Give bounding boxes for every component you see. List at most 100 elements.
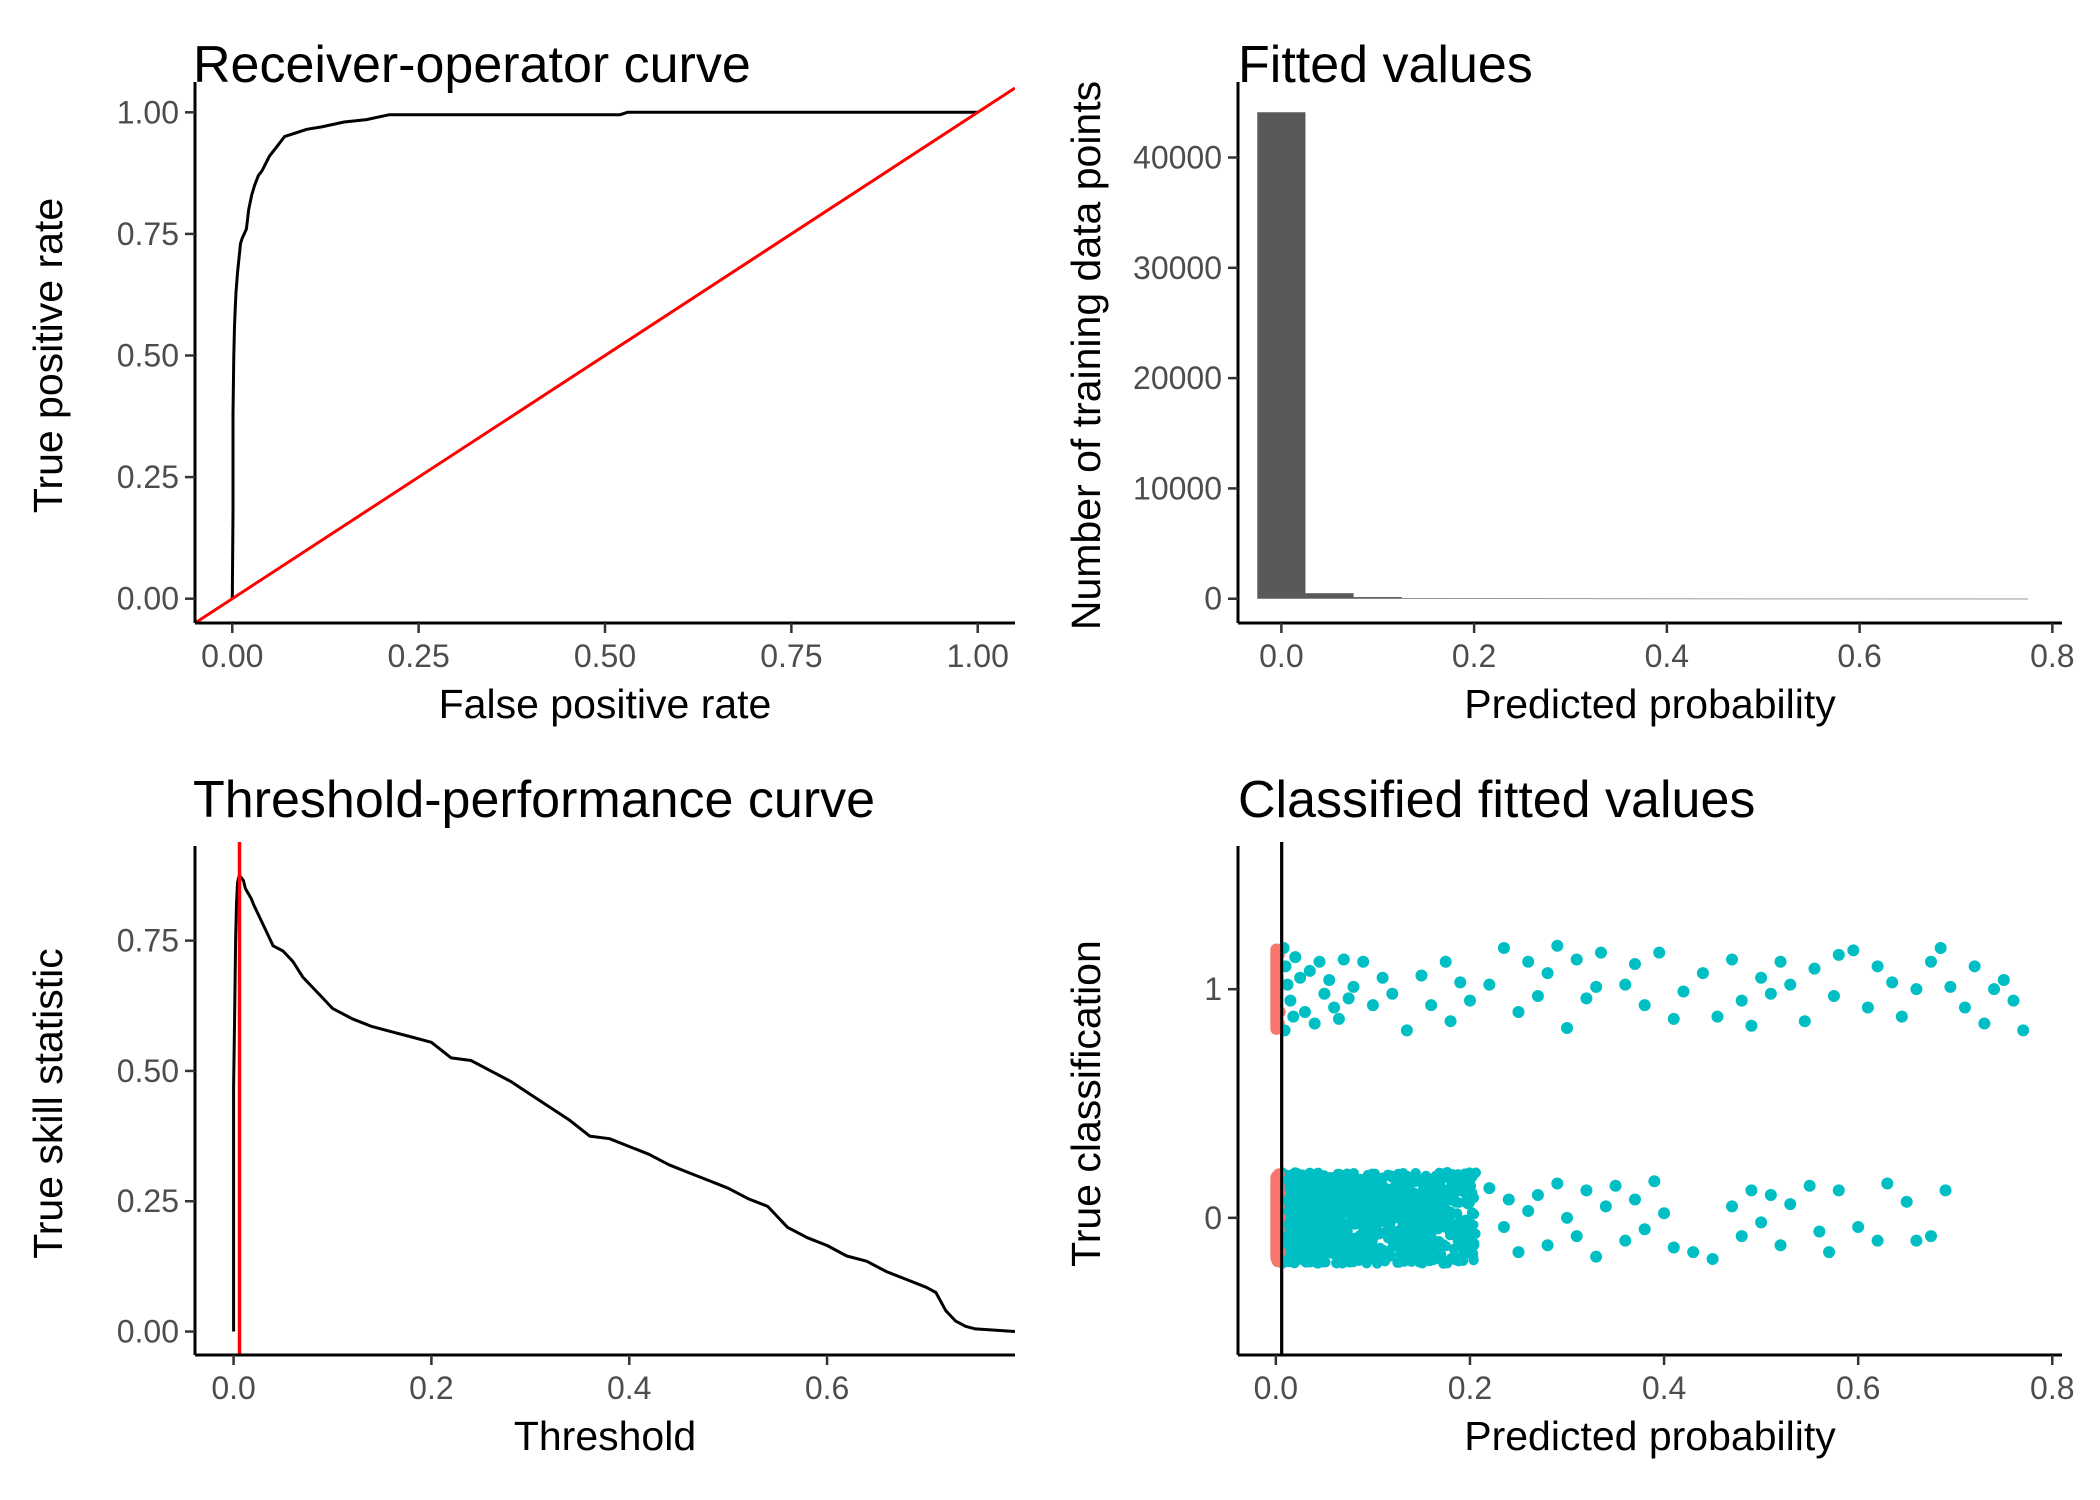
point-class0-dense [1402,1213,1414,1224]
point-above-threshold [1832,1184,1845,1197]
point-above-threshold [1599,1200,1612,1213]
point-above-threshold [1328,1001,1341,1014]
point-above-threshold [1653,946,1666,959]
point-class0-dense [1363,1196,1375,1208]
point-class0-dense [1416,1219,1428,1231]
series-line [232,874,1015,1333]
point-above-threshold [1376,971,1389,984]
point-class0-dense [1448,1195,1460,1207]
point-above-threshold [1570,953,1583,966]
point-class0-dense [1331,1257,1342,1269]
point-above-threshold [1813,1225,1826,1238]
point-class0-dense [1313,1207,1325,1219]
point-class0-dense [1320,1178,1332,1190]
point-above-threshold [1871,1234,1884,1247]
point-above-threshold [1924,955,1937,968]
point-class0-dense [1416,1228,1428,1239]
point-above-threshold [1755,971,1768,984]
point-class0-dense [1324,1228,1336,1239]
point-class0-dense [1369,1219,1380,1230]
point-class0-dense [1304,1239,1315,1251]
x-tick-label: 0.00 [201,638,263,674]
point-class0-dense [1396,1222,1408,1233]
point-above-threshold [1910,1234,1923,1247]
x-tick-label: 0.6 [1836,1370,1880,1406]
point-class0-dense [1288,1216,1299,1227]
histogram-bar [1980,598,2029,600]
point-above-threshold [1764,987,1777,1000]
point-above-threshold [1924,1230,1937,1243]
point-above-threshold [1774,955,1787,968]
point-above-threshold [1628,958,1641,971]
histogram-bar [1642,598,1691,600]
point-class0-dense [1425,1210,1437,1221]
point-above-threshold [1502,1193,1515,1206]
plot-area [1257,112,2029,600]
point-above-threshold [1774,1239,1787,1252]
fitted-values-panel: 0.0 0.2 0.4 0.6 0.8 0 10000 20000 30000 40000 Fitt… [1063,36,2075,727]
point-class0-dense [1353,1201,1365,1212]
x-tick-label: 0.4 [1642,1370,1686,1406]
point-above-threshold [1541,967,1554,980]
point-above-threshold [1939,1184,1952,1197]
y-tick-label: 0.75 [117,923,179,959]
point-above-threshold [1696,967,1709,980]
point-above-threshold [2017,1024,2030,1037]
point-above-threshold [1832,948,1845,961]
y-tick-label: 1 [1204,971,1222,1007]
point-above-threshold [1541,1239,1554,1252]
point-above-threshold [1997,974,2010,987]
histogram-bar [1401,598,1451,599]
point-class0-dense [1358,1211,1369,1223]
histogram-bar [1498,598,1547,600]
point-above-threshold [1803,1179,1816,1192]
chart-title: Fitted values [1238,36,1533,94]
point-class0-dense [1416,1241,1428,1253]
point-class0-dense [1416,1189,1427,1200]
point-above-threshold [1594,946,1607,959]
histogram-bar [1594,598,1643,600]
y-tick-label: 0.25 [117,459,179,495]
point-class0-dense [1438,1258,1449,1269]
point-above-threshold [1444,1015,1457,1028]
plot-area [1270,842,2030,1355]
point-above-threshold [1861,1001,1874,1014]
point-class0-dense [1288,1207,1299,1218]
point-above-threshold [1687,1246,1700,1259]
point-class0-dense [1461,1238,1473,1249]
point-above-threshold [1745,1019,1758,1032]
histogram-bar [1450,598,1499,599]
point-above-threshold [1735,994,1748,1007]
point-class0-dense [1382,1193,1394,1204]
point-class0-dense [1318,1219,1329,1230]
point-above-threshold [1284,994,1297,1007]
y-tick-label: 0.00 [117,581,179,617]
point-class0-dense [1467,1248,1479,1259]
point-class0-dense [1321,1195,1333,1206]
x-tick-label: 0.6 [805,1370,849,1406]
point-above-threshold [1755,1216,1768,1229]
point-class0-dense [1428,1222,1439,1233]
point-above-threshold [1726,953,1739,966]
point-class0-dense [1381,1203,1392,1215]
point-above-threshold [1366,999,1379,1012]
point-class0-dense [1430,1181,1441,1192]
point-above-threshold [1425,999,1438,1012]
point-class0-dense [1360,1229,1371,1241]
point-above-threshold [1726,1200,1739,1213]
dense-cluster-group [1276,1167,1481,1269]
point-above-threshold [1706,1252,1719,1265]
point-above-threshold [1648,1175,1661,1188]
x-tick-label: 0.25 [387,638,449,674]
point-class0-dense [1334,1171,1345,1183]
point-class0-dense [1341,1219,1352,1230]
y-tick-label: 0.50 [117,1053,179,1089]
point-class0-dense [1431,1248,1442,1259]
point-class0-dense [1404,1194,1415,1206]
point-above-threshold [1745,1184,1758,1197]
point-above-threshold [1886,976,1899,989]
point-above-threshold [1332,1012,1345,1025]
y-tick-label: 10000 [1133,470,1222,506]
point-class0-dense [1384,1247,1395,1258]
point-class0-dense [1326,1172,1337,1183]
